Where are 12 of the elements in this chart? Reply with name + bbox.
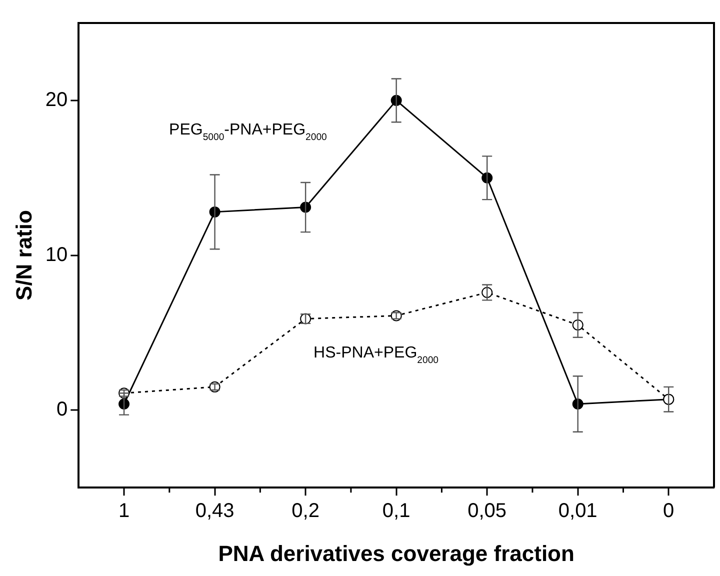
y-tick-label: 10: [45, 244, 68, 266]
y-tick-label: 0: [56, 398, 68, 421]
y-axis-title: S/N ratio: [11, 210, 36, 301]
x-tick-label: 0,01: [558, 500, 598, 522]
x-tick-label: 0,1: [382, 500, 410, 522]
x-tick-label: 1: [118, 500, 130, 522]
x-tick-label: 0,43: [195, 500, 234, 522]
x-tick-label: 0: [663, 500, 674, 522]
x-tick-label: 0,2: [292, 500, 320, 522]
y-tick-label: 20: [45, 88, 68, 111]
x-axis-title: PNA derivatives coverage fraction: [218, 540, 574, 566]
x-tick-label: 0,05: [468, 500, 507, 522]
